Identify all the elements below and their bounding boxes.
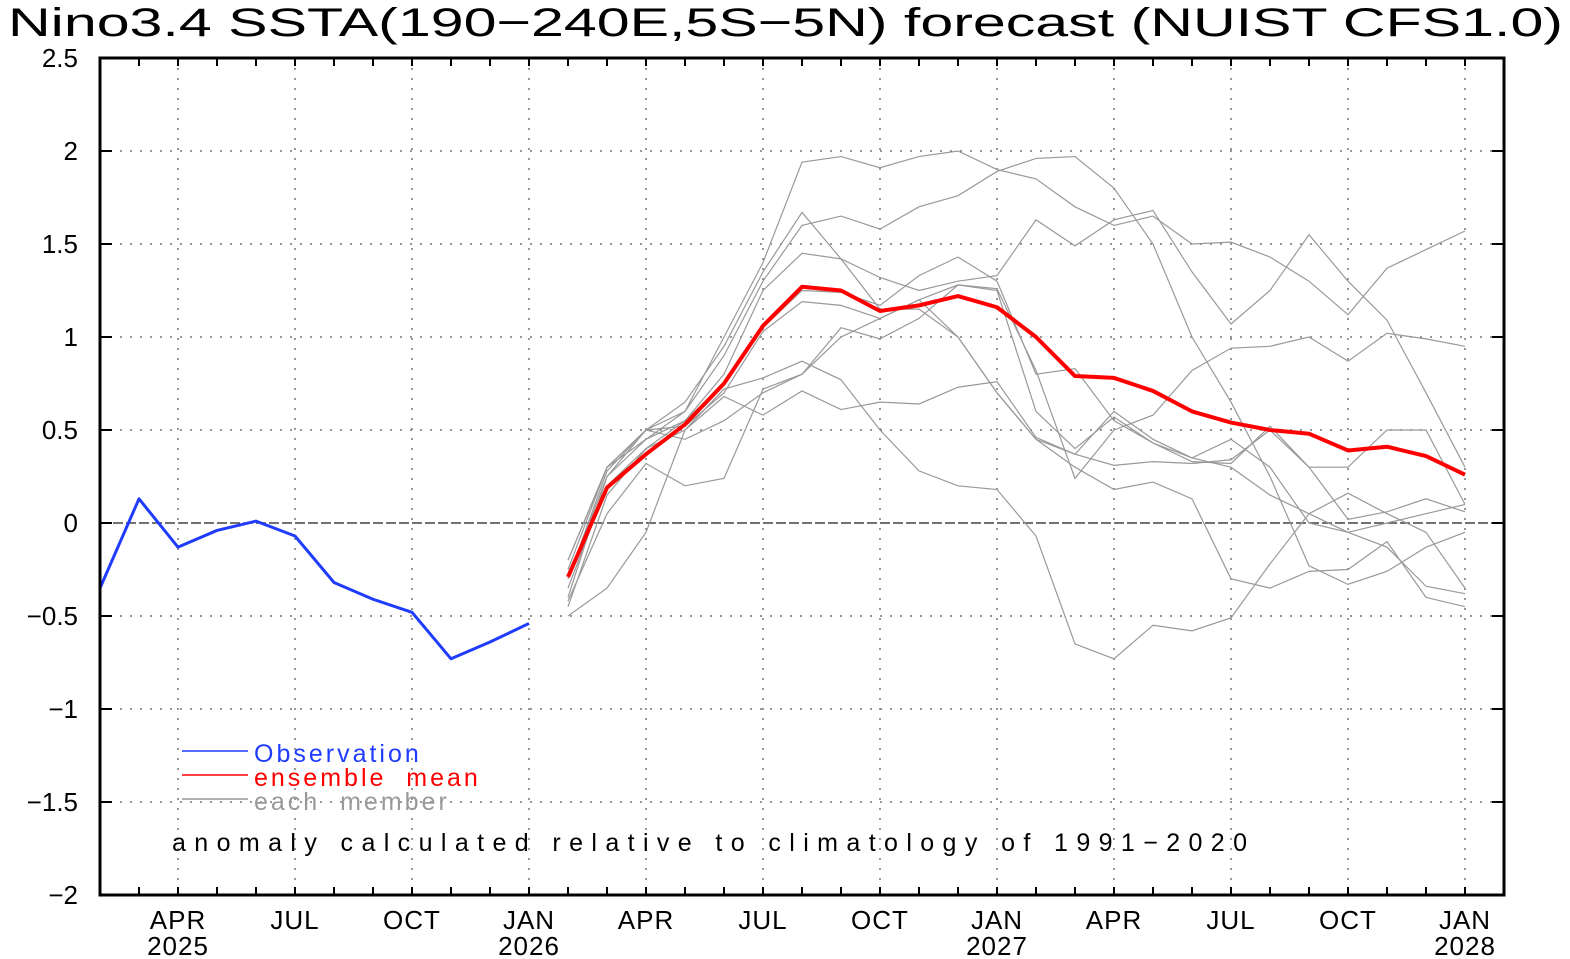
legend-label-ensemble-mean: ensemble mean — [254, 764, 481, 792]
x-tick-label: JAN — [503, 905, 555, 935]
x-tick-year-label: 2028 — [1434, 931, 1496, 959]
observation-line — [98, 497, 530, 661]
chart-title: Nino3.4 SSTA(190−240E,5S−5N) forecast (N… — [8, 1, 1563, 45]
y-tick-label: 1.5 — [42, 229, 78, 259]
y-tick-label: 2.5 — [42, 43, 78, 73]
x-tick-label: APR — [150, 905, 206, 935]
ensemble-mean-line — [566, 284, 1466, 578]
observation-line-group — [98, 497, 530, 661]
x-tick-label: APR — [618, 905, 674, 935]
member-line — [567, 299, 1466, 608]
y-tick-label: −1 — [48, 694, 78, 724]
member-line — [567, 150, 1466, 561]
x-tick-label: APR — [1086, 905, 1142, 935]
legend-label-member: each member — [254, 788, 450, 816]
x-tick-label: OCT — [1319, 905, 1377, 935]
member-line — [567, 284, 1466, 598]
member-line — [567, 211, 1466, 595]
x-tick-year-label: 2026 — [498, 931, 560, 959]
y-tick-label: 0 — [64, 508, 78, 538]
x-tick-label: JAN — [1439, 905, 1491, 935]
x-tick-label: JAN — [971, 905, 1023, 935]
y-tick-labels: 2.5 2 1.5 1 0.5 0 −0.5 −1 −1.5 −2 — [27, 43, 78, 910]
member-line — [567, 155, 1466, 586]
x-tick-label: JUL — [1206, 905, 1255, 935]
y-tick-label: −0.5 — [27, 601, 78, 631]
member-line — [567, 284, 1466, 602]
member-line — [567, 360, 1466, 660]
ensemble-mean-line-group — [566, 284, 1466, 578]
x-tick-label: OCT — [383, 905, 441, 935]
annotation: anomaly calculated relative to climatolo… — [172, 829, 1247, 857]
legend: Observation ensemble mean each member — [182, 740, 481, 816]
axes — [98, 56, 1506, 897]
x-tick-label: JUL — [738, 905, 787, 935]
member-line — [567, 209, 1466, 589]
x-tick-label: JUL — [270, 905, 319, 935]
x-tick-label: OCT — [851, 905, 909, 935]
x-tick-year-label: 2027 — [966, 931, 1028, 959]
y-tick-label: −1.5 — [27, 787, 78, 817]
y-tick-label: 0.5 — [42, 415, 78, 445]
legend-label-observation: Observation — [254, 740, 422, 768]
y-tick-label: −2 — [48, 880, 78, 910]
y-tick-label: 2 — [64, 136, 78, 166]
member-line — [567, 380, 1466, 617]
y-tick-label: 1 — [64, 322, 78, 352]
x-tick-year-label: 2025 — [147, 931, 209, 959]
